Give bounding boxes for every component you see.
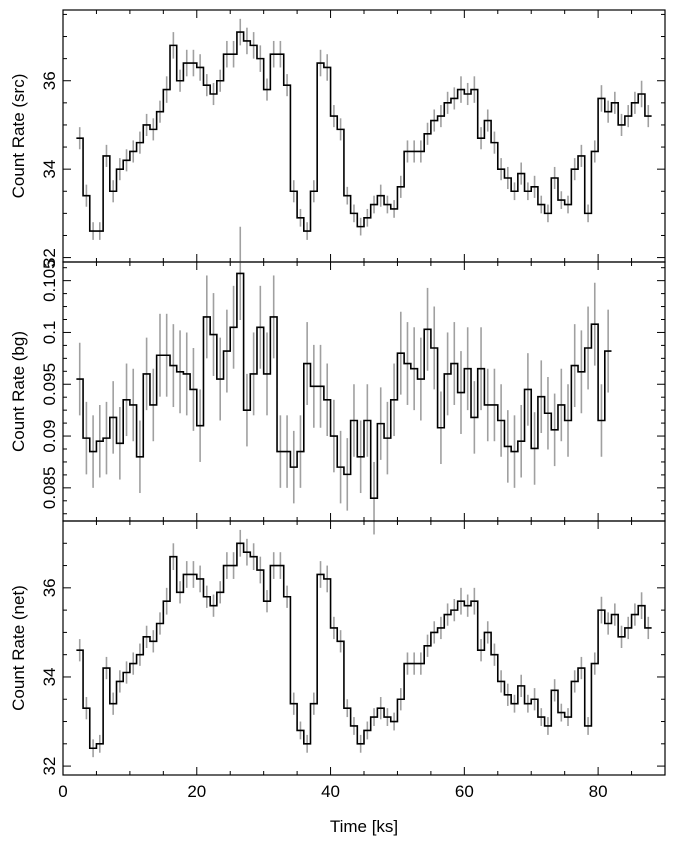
y-tick-label: 0.095 [40, 363, 59, 406]
panel-1: 32 34 36 Count Rate (src) [9, 9, 666, 267]
y-tick-label: 0.105 [40, 259, 59, 302]
y-axis-label: Count Rate (src) [9, 74, 28, 199]
y-axis-label: Count Rate (bg) [9, 331, 28, 452]
y-tick-label: 0.085 [40, 467, 59, 510]
y-axis-label: Count Rate (net) [9, 585, 28, 711]
step-series-line [76, 272, 612, 500]
y-tick-label: 0.09 [40, 420, 59, 453]
panel-3: 32 34 36 Count Rate (net) [9, 520, 666, 776]
y-tick-label: 34 [40, 668, 59, 687]
step-series-line [76, 31, 652, 232]
x-axis-label: Time [ks] [330, 817, 398, 836]
panel-2: 0.085 0.09 0.095 0.1 0.105 Count Rate (bg) [9, 226, 666, 535]
x-tick-label: 80 [589, 782, 608, 801]
x-tick-label: 60 [455, 782, 474, 801]
x-tick-label: 40 [321, 782, 340, 801]
x-tick-label: 0 [58, 782, 67, 801]
y-tick-label: 36 [40, 578, 59, 597]
y-tick-label: 36 [40, 71, 59, 90]
y-tick-label: 0.1 [40, 321, 59, 345]
y-tick-label: 34 [40, 160, 59, 179]
y-tick-label: 32 [40, 248, 59, 267]
x-tick-label: 20 [187, 782, 206, 801]
step-series-line [76, 542, 652, 750]
y-tick-label: 32 [40, 757, 59, 776]
